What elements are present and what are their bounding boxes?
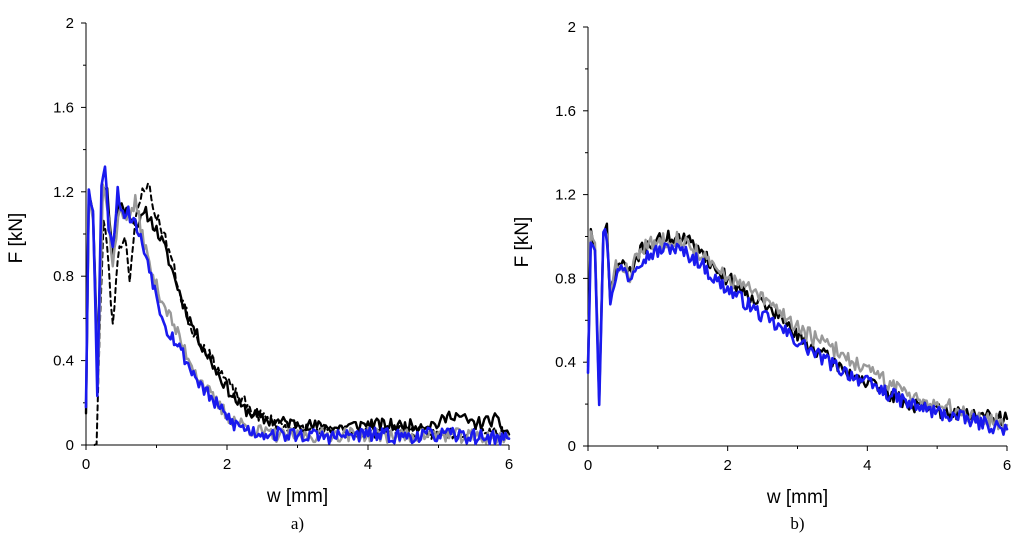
x-tick-label: 4 [863, 457, 871, 474]
x-axis-label: w [mm] [266, 486, 328, 507]
panel-label: b) [790, 514, 804, 533]
y-tick-label: 0.8 [555, 270, 576, 287]
y-tick-label: 0 [568, 438, 576, 455]
y-tick-label: 1.2 [555, 187, 576, 204]
series-line-a-4 [84, 165, 511, 446]
y-tick-label: 1.6 [555, 103, 576, 120]
y-tick-label: 0.8 [53, 268, 74, 285]
series-line-a-2 [93, 182, 510, 446]
series-line-b-2 [586, 229, 1009, 432]
x-tick-label: 2 [223, 456, 231, 473]
x-tick-label: 4 [364, 456, 372, 473]
panel-label: a) [291, 514, 304, 533]
y-tick-label: 0 [66, 437, 74, 454]
y-tick-label: 0.4 [53, 353, 74, 370]
x-tick-label: 6 [505, 456, 513, 473]
series-line-b-3 [586, 227, 1009, 436]
y-axis-label: F [kN] [512, 217, 533, 268]
y-tick-label: 0.4 [555, 354, 576, 371]
x-tick-label: 2 [723, 457, 731, 474]
y-tick-label: 2 [66, 15, 74, 32]
x-tick-label: 6 [1003, 457, 1011, 474]
y-tick-label: 2 [568, 19, 576, 36]
x-tick-label: 0 [82, 456, 90, 473]
x-axis-label: w [mm] [766, 487, 828, 508]
panel-b-chart: 0 0.4 0.8 1.2 1.6 2 0 2 4 6 F [kN] w [mm] b) [512, 19, 1011, 533]
series-line-b-1 [586, 222, 1009, 427]
series-line-a-3 [84, 183, 511, 445]
y-axis-label: F [kN] [6, 213, 27, 264]
y-tick-label: 1.2 [53, 184, 74, 201]
x-tick-label: 0 [584, 457, 592, 474]
panel-a-chart: 0 0.4 0.8 1.2 1.6 2 0 2 4 6 F [kN] w [mm] a) [6, 15, 513, 533]
y-tick-label: 1.6 [53, 99, 74, 116]
series-line-a-1 [84, 185, 511, 436]
